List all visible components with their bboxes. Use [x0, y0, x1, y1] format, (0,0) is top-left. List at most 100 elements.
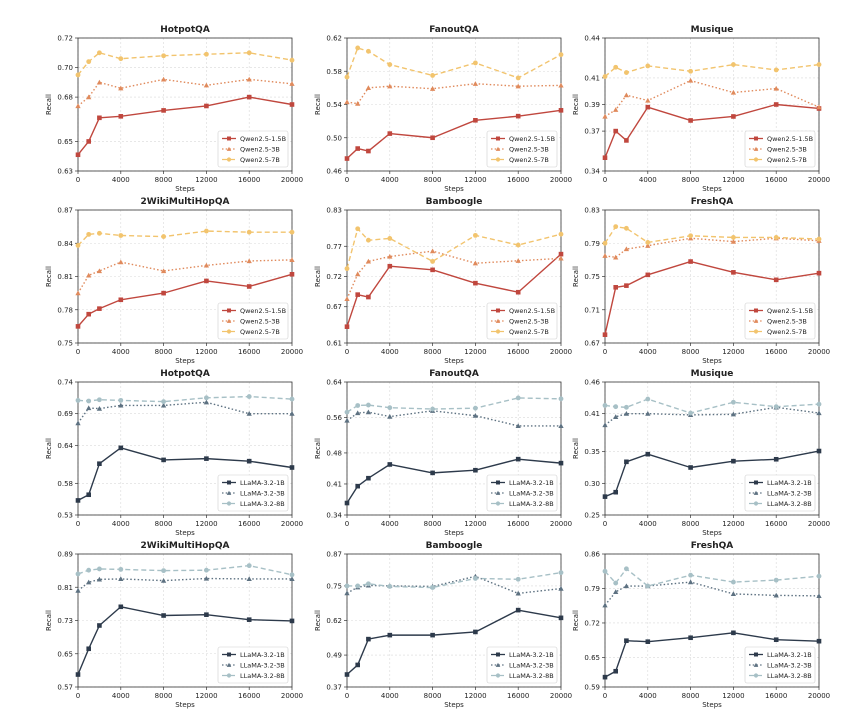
- legend-label: LLaMA-3.2-1B: [240, 651, 285, 659]
- data-point: [344, 500, 350, 506]
- data-point: [344, 417, 350, 423]
- data-point: [160, 402, 167, 408]
- y-tick-label: 0.72: [584, 619, 600, 627]
- legend-marker: [495, 146, 501, 151]
- data-point: [203, 395, 209, 401]
- legend-marker: [226, 662, 232, 667]
- data-point: [645, 583, 651, 589]
- data-point: [289, 411, 295, 416]
- legend-marker: [754, 480, 758, 485]
- data-point: [773, 637, 779, 643]
- x-tick-label: 4000: [639, 348, 657, 356]
- x-axis-label: Steps: [702, 701, 722, 709]
- y-tick-label: 0.81: [57, 273, 73, 281]
- data-point: [515, 607, 521, 613]
- y-tick-label: 0.25: [584, 512, 600, 520]
- legend-marker: [753, 490, 759, 495]
- y-tick-label: 0.62: [326, 35, 342, 43]
- data-point: [515, 576, 521, 582]
- data-point: [558, 615, 564, 621]
- data-point: [731, 458, 736, 464]
- x-axis-label: Steps: [175, 529, 195, 537]
- series-LLaMA-3.2-8B: [75, 563, 295, 578]
- data-point: [602, 674, 608, 680]
- data-point: [161, 457, 166, 463]
- legend-marker: [754, 308, 758, 313]
- series-line: [346, 47, 562, 79]
- x-tick-label: 16000: [507, 520, 529, 528]
- legend: Qwen2.5-1.5B Qwen2.5-3B Qwen2.5-7B: [486, 302, 558, 340]
- y-tick-label: 0.86: [584, 551, 600, 559]
- data-point: [773, 577, 779, 583]
- data-point: [86, 311, 91, 317]
- legend-marker: [753, 662, 759, 667]
- y-tick-label: 0.49: [326, 652, 342, 660]
- series-line: [604, 406, 820, 426]
- series-line: [346, 397, 562, 413]
- data-point: [773, 592, 779, 598]
- data-point: [289, 572, 295, 578]
- data-point: [246, 563, 252, 569]
- data-point: [246, 576, 252, 582]
- data-point: [246, 50, 252, 56]
- y-tick-label: 0.57: [57, 684, 73, 692]
- data-point: [773, 235, 779, 240]
- x-tick-label: 16000: [507, 692, 529, 700]
- data-point: [816, 270, 822, 276]
- x-tick-label: 8000: [424, 520, 442, 528]
- data-point: [355, 146, 360, 151]
- legend: LLaMA-3.2-1B LLaMA-3.2-3B LLaMA-3.2-8B: [217, 474, 289, 512]
- legend-label: LLaMA-3.2-1B: [240, 479, 285, 487]
- x-axis-label: Steps: [702, 357, 722, 365]
- data-point: [246, 284, 252, 289]
- chart-12: FreshQA 0.59 0.65 0.72 0.79 0.86 0 4000 8000 1200…: [572, 541, 830, 709]
- y-tick-label: 0.65: [57, 138, 73, 146]
- x-tick-label: 0: [603, 692, 607, 700]
- series-line: [77, 447, 293, 502]
- data-point: [289, 257, 295, 262]
- legend-marker: [495, 673, 501, 678]
- legend-label: LLaMA-3.2-1B: [767, 651, 812, 659]
- y-tick-label: 0.71: [584, 306, 600, 314]
- data-point: [161, 108, 166, 113]
- x-tick-label: 16000: [238, 520, 260, 528]
- x-tick-label: 8000: [424, 176, 442, 184]
- y-tick-label: 0.54: [326, 101, 342, 109]
- chart-10: 2WikiMultiHopQA 0.57 0.65 0.73 0.81 0.89 0 4000…: [45, 541, 303, 709]
- x-tick-label: 20000: [281, 348, 303, 356]
- x-tick-label: 12000: [195, 348, 217, 356]
- data-point: [344, 296, 350, 301]
- data-point: [246, 458, 252, 464]
- data-point: [429, 248, 436, 254]
- chart-title: FanoutQA: [429, 25, 479, 35]
- series-Qwen2.5-1.5B: [602, 102, 822, 160]
- data-point: [602, 113, 608, 119]
- legend-marker: [226, 329, 232, 334]
- legend-box: [486, 474, 558, 512]
- y-tick-label: 0.37: [326, 684, 342, 692]
- y-tick-label: 0.83: [326, 207, 342, 215]
- x-tick-label: 0: [345, 520, 349, 528]
- legend-label: LLaMA-3.2-3B: [767, 490, 812, 498]
- legend-label: Qwen2.5-7B: [509, 328, 549, 336]
- y-tick-label: 0.87: [326, 551, 342, 559]
- data-point: [623, 246, 630, 252]
- data-point: [75, 72, 81, 78]
- y-tick-label: 0.44: [584, 35, 600, 43]
- series-Qwen2.5-3B: [344, 248, 564, 301]
- y-tick-label: 0.61: [326, 340, 342, 348]
- data-point: [688, 572, 694, 578]
- data-point: [289, 396, 295, 402]
- series-line: [77, 52, 293, 76]
- data-point: [430, 406, 436, 412]
- y-tick-label: 0.62: [326, 617, 342, 625]
- data-point: [730, 579, 736, 585]
- data-point: [645, 240, 651, 245]
- x-tick-label: 8000: [155, 520, 173, 528]
- series-line: [604, 79, 820, 118]
- data-point: [558, 52, 564, 58]
- series-LLaMA-3.2-1B: [602, 448, 822, 499]
- data-point: [613, 489, 618, 495]
- legend-marker: [495, 490, 501, 495]
- data-point: [515, 75, 521, 81]
